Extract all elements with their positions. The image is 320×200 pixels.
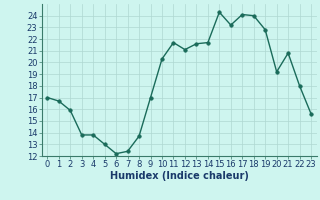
X-axis label: Humidex (Indice chaleur): Humidex (Indice chaleur) [110,171,249,181]
